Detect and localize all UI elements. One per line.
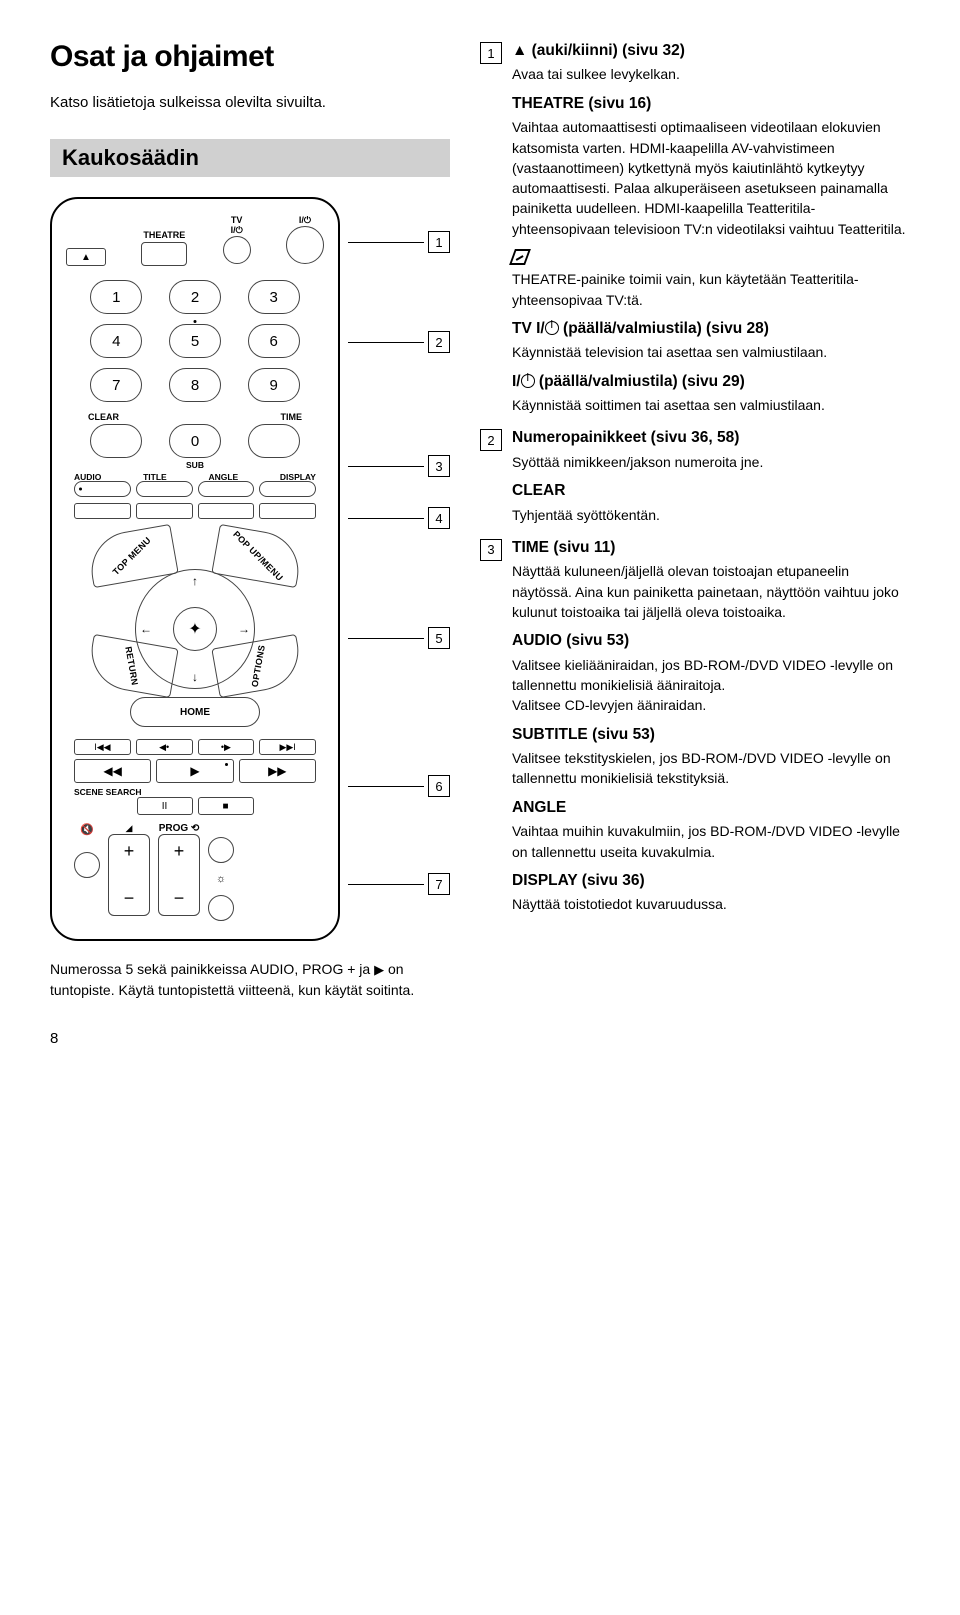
power-button — [286, 226, 324, 264]
tv-power-button — [223, 236, 251, 264]
mute-button — [74, 852, 100, 878]
desc-3-p3: Valitsee tekstityskielen, jos BD-ROM-/DV… — [512, 748, 910, 789]
color-green — [136, 503, 193, 519]
clear-button — [90, 424, 142, 458]
desc-1-p4: Käynnistää soittimen tai asettaa sen val… — [512, 395, 910, 415]
callout-2: 2 — [428, 331, 450, 353]
callout-4: 4 — [428, 507, 450, 529]
aux-button-2 — [208, 895, 234, 921]
color-red — [74, 503, 131, 519]
desc-num-1: 1 — [480, 42, 502, 64]
desc-1-h1: ▲ (auki/kiinni) (sivu 32) — [512, 40, 910, 62]
callout-1: 1 — [428, 231, 450, 253]
brightness-icon: ☼ — [216, 873, 226, 885]
mute-icon: 🔇 — [74, 823, 100, 836]
tv-label: TV — [231, 215, 243, 225]
sub-label: SUB — [66, 460, 324, 470]
desc-2-h2: CLEAR — [512, 480, 910, 502]
desc-num-3: 3 — [480, 539, 502, 561]
prog-label: PROG ⟲ — [158, 823, 200, 834]
display-button — [259, 481, 316, 497]
theatre-label: THEATRE — [141, 230, 187, 240]
step-back: ◀• — [136, 739, 193, 755]
desc-3-p5: Näyttää toistotiedot kuvaruudussa. — [512, 894, 910, 914]
desc-1-h4: I/ (päällä/valmiustila) (sivu 29) — [512, 371, 910, 393]
ffwd: ▶▶ — [239, 759, 316, 783]
num-1: 1 — [90, 280, 142, 314]
num-9: 9 — [248, 368, 300, 402]
callout-5: 5 — [428, 627, 450, 649]
desc-3-h2: AUDIO (sivu 53) — [512, 630, 910, 652]
desc-1-p3: Käynnistää television tai asettaa sen va… — [512, 342, 910, 362]
desc-3-h4: ANGLE — [512, 797, 910, 819]
time-button — [248, 424, 300, 458]
section-header: Kaukosäädin — [50, 139, 450, 177]
page-number: 8 — [50, 1030, 910, 1047]
num-6: 6 — [248, 324, 300, 358]
num-8: 8 — [169, 368, 221, 402]
desc-3-p4: Vaihtaa muihin kuvakulmiin, jos BD-ROM-/… — [512, 821, 910, 862]
remote-illustration: ▲ THEATRE TVI/⏻ I/⏻ 1 2 3 4 5 6 7 8 9 — [50, 197, 340, 941]
clear-label: CLEAR — [88, 412, 119, 422]
pause: II — [137, 797, 193, 815]
desc-3-p1: Näyttää kuluneen/jäljellä olevan toistoa… — [512, 561, 910, 622]
caption: Numerossa 5 sekä painikkeissa AUDIO, PRO… — [50, 959, 450, 1000]
callout-3: 3 — [428, 455, 450, 477]
stop: ■ — [198, 797, 254, 815]
desc-1-h3: TV I/ (päällä/valmiustila) (sivu 28) — [512, 318, 910, 340]
rewind: ◀◀ — [74, 759, 151, 783]
play: ▶ — [156, 759, 233, 783]
num-4: 4 — [90, 324, 142, 358]
num-3: 3 — [248, 280, 300, 314]
desc-1-p2: Vaihtaa automaattisesti optimaaliseen vi… — [512, 117, 910, 239]
callout-7: 7 — [428, 873, 450, 895]
desc-num-2: 2 — [480, 429, 502, 451]
dpad-ring: ↑↓ ←→ ✦ — [135, 569, 255, 689]
vol-up-icon: ◢ — [108, 823, 150, 834]
subtitle: Katso lisätietoja sulkeissa olevilta siv… — [50, 94, 450, 111]
num-5: 5 — [169, 324, 221, 358]
desc-1-p1: Avaa tai sulkee levykelkan. — [512, 64, 910, 84]
page-title: Osat ja ohjaimet — [50, 40, 450, 74]
time-label: TIME — [281, 412, 303, 422]
desc-2-p2: Tyhjentää syöttökentän. — [512, 505, 910, 525]
audio-button — [74, 481, 131, 497]
prog-rocker: +− — [158, 834, 200, 916]
note-icon — [509, 249, 531, 265]
desc-2-p1: Syöttää nimikkeen/jakson numeroita jne. — [512, 452, 910, 472]
desc-3-p2: Valitsee kieliääniraidan, jos BD-ROM-/DV… — [512, 655, 910, 716]
desc-3-h5: DISPLAY (sivu 36) — [512, 870, 910, 892]
desc-2-h1: Numeropainikkeet (sivu 36, 58) — [512, 427, 910, 449]
callout-6: 6 — [428, 775, 450, 797]
desc-1-h2: THEATRE (sivu 16) — [512, 93, 910, 115]
num-2: 2 — [169, 280, 221, 314]
volume-rocker: +− — [108, 834, 150, 916]
desc-3-h1: TIME (sivu 11) — [512, 537, 910, 559]
subtitle-button — [136, 481, 193, 497]
next-track: ▶▶I — [259, 739, 316, 755]
step-fwd: •▶ — [198, 739, 255, 755]
color-blue — [259, 503, 316, 519]
aux-button-1 — [208, 837, 234, 863]
dpad-center: ✦ — [173, 607, 217, 651]
desc-3-h3: SUBTITLE (sivu 53) — [512, 724, 910, 746]
num-7: 7 — [90, 368, 142, 402]
desc-1-note: THEATRE-painike toimii vain, kun käytetä… — [512, 269, 910, 310]
color-yellow — [198, 503, 255, 519]
num-0: 0 — [169, 424, 221, 458]
prev-track: I◀◀ — [74, 739, 131, 755]
home-button: HOME — [130, 697, 260, 727]
theatre-button — [141, 242, 187, 266]
scene-search-label: SCENE SEARCH — [74, 787, 316, 797]
eject-button: ▲ — [66, 248, 106, 266]
angle-button — [198, 481, 255, 497]
